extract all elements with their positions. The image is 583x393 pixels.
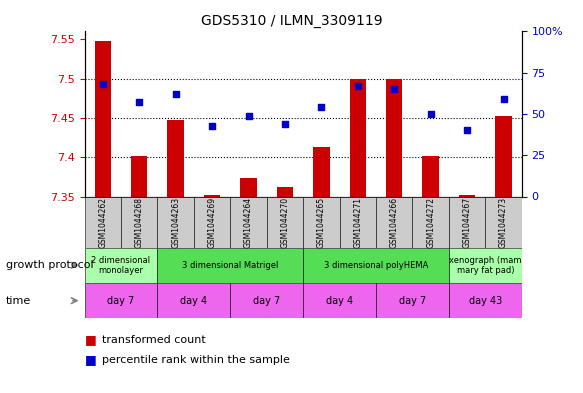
FancyBboxPatch shape: [303, 283, 376, 318]
FancyBboxPatch shape: [230, 283, 303, 318]
Bar: [350, 79, 366, 196]
Text: ■: ■: [85, 333, 96, 347]
FancyBboxPatch shape: [412, 196, 449, 248]
Text: day 7: day 7: [253, 296, 280, 306]
Text: GSM1044264: GSM1044264: [244, 196, 253, 248]
Point: [426, 111, 436, 117]
Text: GSM1044271: GSM1044271: [353, 196, 362, 248]
Text: 3 dimensional polyHEMA: 3 dimensional polyHEMA: [324, 261, 429, 270]
Text: transformed count: transformed count: [102, 335, 206, 345]
FancyBboxPatch shape: [230, 196, 266, 248]
FancyBboxPatch shape: [449, 283, 522, 318]
Text: xenograph (mam
mary fat pad): xenograph (mam mary fat pad): [449, 255, 522, 275]
Point: [280, 121, 290, 127]
FancyBboxPatch shape: [339, 196, 376, 248]
Bar: [240, 178, 257, 196]
Point: [317, 104, 326, 110]
Point: [353, 83, 363, 89]
FancyBboxPatch shape: [376, 196, 412, 248]
FancyBboxPatch shape: [121, 196, 157, 248]
Text: GSM1044265: GSM1044265: [317, 196, 326, 248]
Text: GSM1044272: GSM1044272: [426, 196, 435, 248]
Text: GSM1044263: GSM1044263: [171, 196, 180, 248]
Bar: [131, 156, 147, 196]
Text: 2 dimensional
monolayer: 2 dimensional monolayer: [92, 255, 150, 275]
Bar: [94, 41, 111, 196]
Bar: [386, 79, 402, 196]
Text: 3 dimensional Matrigel: 3 dimensional Matrigel: [182, 261, 279, 270]
Text: GSM1044268: GSM1044268: [135, 196, 143, 248]
FancyBboxPatch shape: [157, 283, 230, 318]
FancyBboxPatch shape: [376, 283, 449, 318]
Bar: [167, 120, 184, 196]
Text: GDS5310 / ILMN_3309119: GDS5310 / ILMN_3309119: [201, 14, 382, 28]
Text: GSM1044273: GSM1044273: [499, 196, 508, 248]
FancyBboxPatch shape: [157, 196, 194, 248]
Text: day 43: day 43: [469, 296, 502, 306]
Point: [135, 99, 144, 106]
Text: ■: ■: [85, 353, 96, 366]
Point: [244, 112, 253, 119]
Point: [171, 91, 180, 97]
Text: day 4: day 4: [326, 296, 353, 306]
Point: [98, 81, 107, 87]
FancyBboxPatch shape: [85, 248, 157, 283]
FancyBboxPatch shape: [449, 196, 485, 248]
Text: day 7: day 7: [399, 296, 426, 306]
FancyBboxPatch shape: [303, 196, 339, 248]
Bar: [496, 116, 512, 196]
Text: GSM1044270: GSM1044270: [280, 196, 289, 248]
Text: day 4: day 4: [180, 296, 208, 306]
FancyBboxPatch shape: [266, 196, 303, 248]
FancyBboxPatch shape: [85, 196, 121, 248]
Text: day 7: day 7: [107, 296, 135, 306]
Bar: [204, 195, 220, 196]
FancyBboxPatch shape: [194, 196, 230, 248]
FancyBboxPatch shape: [157, 248, 303, 283]
Point: [462, 127, 472, 134]
Text: GSM1044269: GSM1044269: [208, 196, 216, 248]
FancyBboxPatch shape: [449, 248, 522, 283]
Point: [389, 86, 399, 92]
Bar: [313, 147, 329, 196]
Bar: [277, 187, 293, 196]
Text: percentile rank within the sample: percentile rank within the sample: [102, 354, 290, 365]
Point: [208, 122, 217, 129]
Point: [499, 96, 508, 102]
FancyBboxPatch shape: [485, 196, 522, 248]
Text: growth protocol: growth protocol: [6, 260, 93, 270]
Text: GSM1044267: GSM1044267: [463, 196, 472, 248]
Bar: [423, 156, 439, 196]
Bar: [459, 195, 475, 196]
Text: time: time: [6, 296, 31, 306]
FancyBboxPatch shape: [85, 283, 157, 318]
Text: GSM1044266: GSM1044266: [390, 196, 399, 248]
Text: GSM1044262: GSM1044262: [99, 196, 107, 248]
FancyBboxPatch shape: [303, 248, 449, 283]
